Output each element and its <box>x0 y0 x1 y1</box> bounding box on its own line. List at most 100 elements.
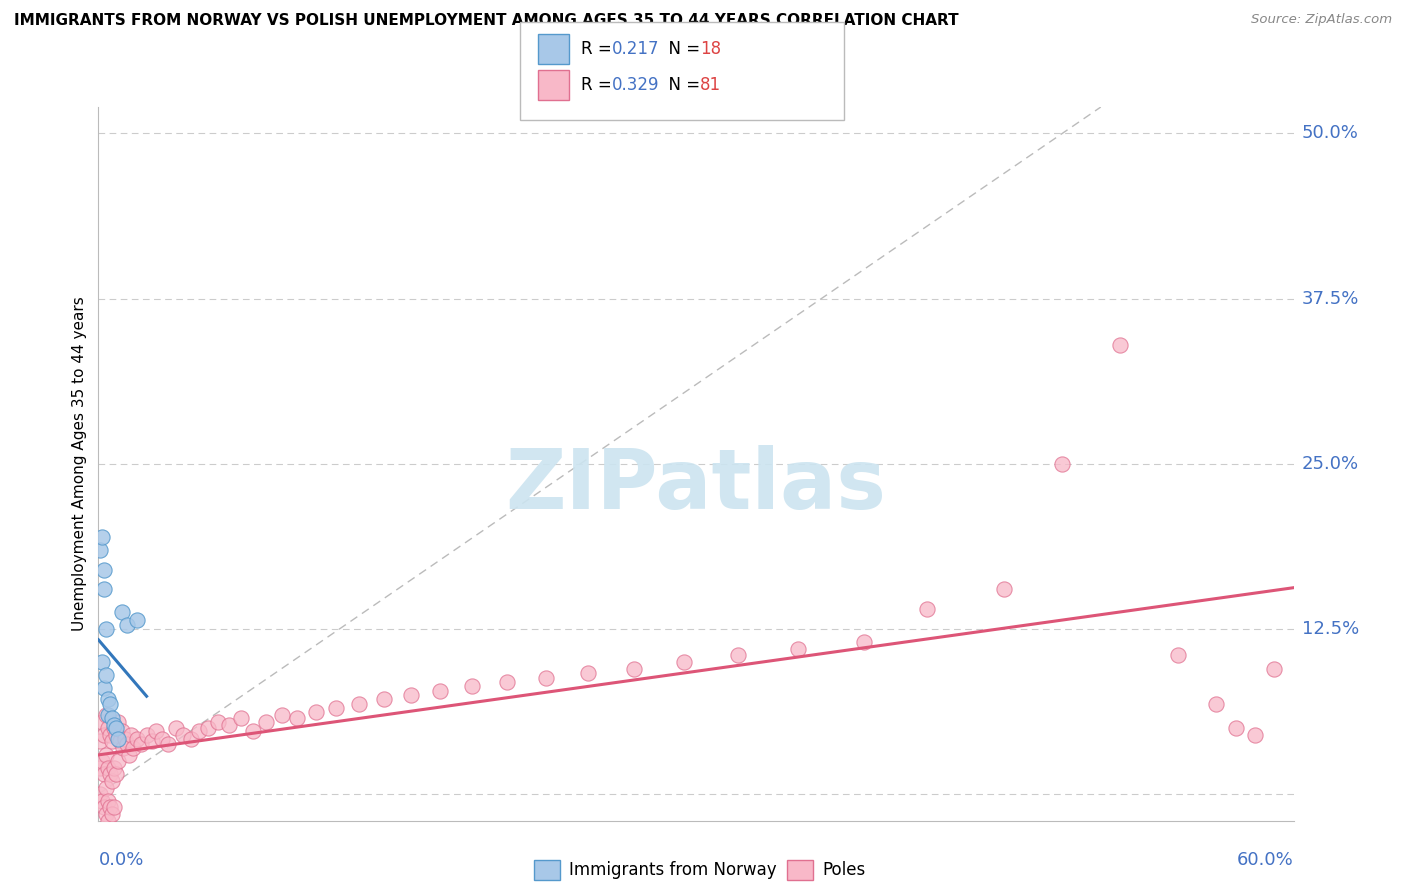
Point <box>429 684 451 698</box>
Point <box>534 671 557 685</box>
Text: N =: N = <box>658 40 706 58</box>
Text: Poles: Poles <box>823 861 866 879</box>
Point <box>254 714 277 729</box>
Point <box>218 718 240 732</box>
Point <box>207 714 229 729</box>
Point <box>101 710 124 724</box>
Point <box>576 665 599 680</box>
Point <box>94 707 117 722</box>
Point <box>114 731 136 746</box>
Point <box>97 814 120 828</box>
Point <box>325 701 347 715</box>
Point <box>104 767 127 781</box>
Point <box>150 731 173 746</box>
Point <box>1244 728 1267 742</box>
Point <box>97 721 120 735</box>
Point <box>305 706 328 720</box>
Point <box>107 731 129 746</box>
Point <box>91 655 114 669</box>
Point <box>89 734 111 748</box>
Point <box>89 761 111 775</box>
Point <box>125 731 148 746</box>
Text: R =: R = <box>581 40 617 58</box>
Point <box>93 767 115 781</box>
Point <box>1109 338 1132 352</box>
Point <box>852 635 875 649</box>
Point <box>270 707 292 722</box>
Point <box>91 754 114 768</box>
Point <box>623 662 645 676</box>
Point <box>93 681 115 696</box>
Point <box>98 767 121 781</box>
Point <box>97 794 120 808</box>
Point <box>97 761 120 775</box>
Point <box>117 618 139 632</box>
Point <box>98 698 121 712</box>
Point <box>97 707 120 722</box>
Text: 25.0%: 25.0% <box>1302 455 1360 473</box>
Point <box>110 605 132 619</box>
Point <box>122 741 145 756</box>
Point <box>101 807 124 822</box>
Text: 0.217: 0.217 <box>612 40 659 58</box>
Text: 0.0%: 0.0% <box>98 851 143 869</box>
Point <box>141 734 163 748</box>
Point <box>727 648 749 663</box>
Point <box>94 780 117 795</box>
Point <box>104 728 127 742</box>
Text: 18: 18 <box>700 40 721 58</box>
Point <box>496 674 519 689</box>
Point <box>98 800 121 814</box>
Point <box>93 800 115 814</box>
Point <box>104 721 127 735</box>
Point <box>165 721 187 735</box>
Point <box>135 728 157 742</box>
Point <box>98 728 121 742</box>
Point <box>110 723 132 738</box>
Point <box>107 754 129 768</box>
Point <box>373 692 395 706</box>
Point <box>1225 721 1247 735</box>
Text: IMMIGRANTS FROM NORWAY VS POLISH UNEMPLOYMENT AMONG AGES 35 TO 44 YEARS CORRELAT: IMMIGRANTS FROM NORWAY VS POLISH UNEMPLO… <box>14 13 959 29</box>
Point <box>117 737 139 751</box>
Point <box>91 794 114 808</box>
Text: 60.0%: 60.0% <box>1237 851 1294 869</box>
Point <box>89 542 111 557</box>
Point <box>399 688 422 702</box>
Point <box>108 734 131 748</box>
Point <box>103 721 125 735</box>
Point <box>120 728 142 742</box>
Point <box>118 747 141 762</box>
Point <box>91 714 114 729</box>
Text: 81: 81 <box>700 76 721 94</box>
Point <box>101 734 124 748</box>
Point <box>187 723 209 738</box>
Point <box>1263 662 1285 676</box>
Point <box>101 774 124 789</box>
Point <box>94 668 117 682</box>
Point <box>673 655 696 669</box>
Point <box>93 728 115 742</box>
Text: Source: ZipAtlas.com: Source: ZipAtlas.com <box>1251 13 1392 27</box>
Text: N =: N = <box>658 76 706 94</box>
Point <box>461 679 484 693</box>
Point <box>229 710 252 724</box>
Text: 37.5%: 37.5% <box>1302 290 1360 308</box>
Point <box>172 728 194 742</box>
Point <box>94 807 117 822</box>
Point <box>1167 648 1189 663</box>
Text: Immigrants from Norway: Immigrants from Norway <box>569 861 778 879</box>
Text: ZIPatlas: ZIPatlas <box>506 445 886 525</box>
Point <box>112 741 135 756</box>
Point <box>917 602 939 616</box>
Point <box>103 761 125 775</box>
Point <box>97 692 120 706</box>
Text: R =: R = <box>581 76 617 94</box>
Point <box>197 721 219 735</box>
Point <box>347 698 370 712</box>
Point <box>242 723 264 738</box>
Point <box>94 622 117 636</box>
Point <box>89 787 111 801</box>
Point <box>107 714 129 729</box>
Text: 12.5%: 12.5% <box>1302 620 1360 638</box>
